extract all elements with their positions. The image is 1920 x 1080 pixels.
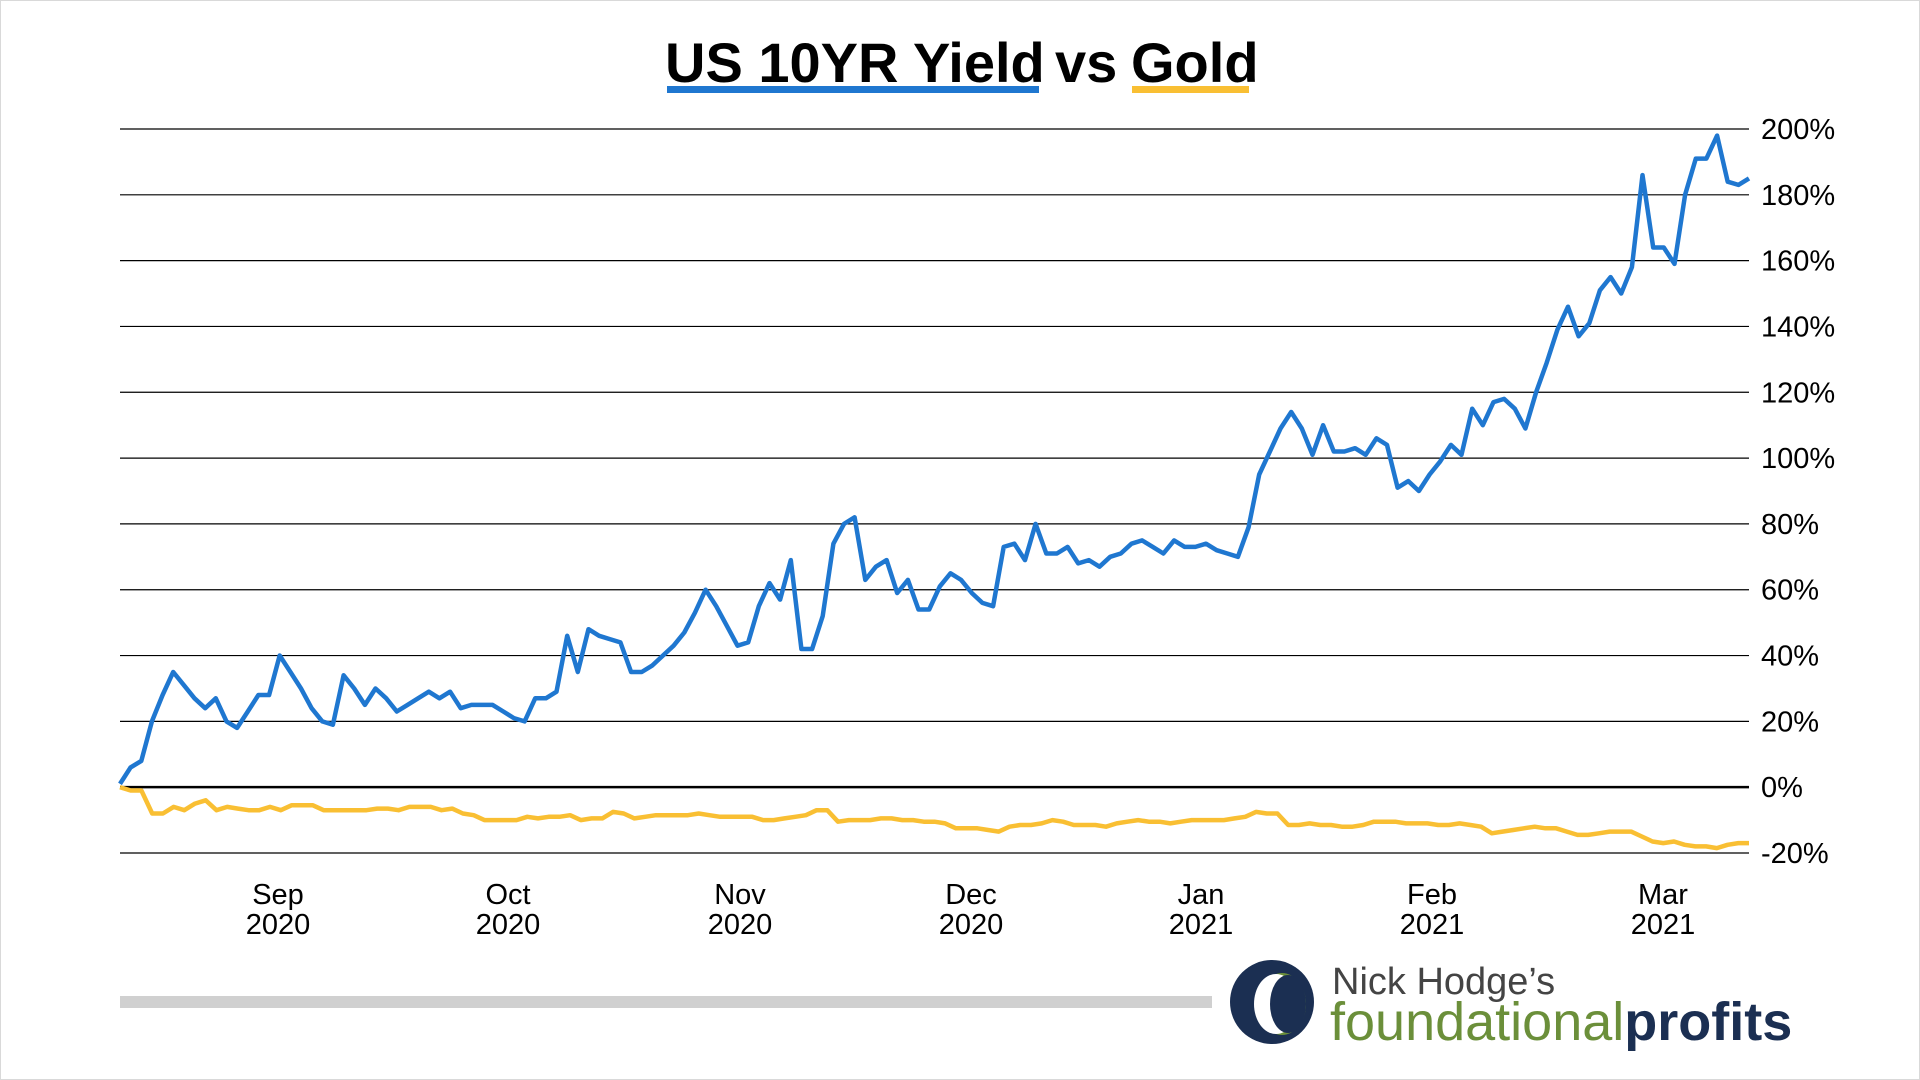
y-tick-label: 140% — [1761, 311, 1835, 343]
y-tick-label: 40% — [1761, 641, 1819, 673]
y-tick-label: 120% — [1761, 377, 1835, 409]
series-line-us-10yr-yield — [118, 133, 1751, 786]
y-tick-label: -20% — [1761, 838, 1829, 870]
x-tick-month: Feb — [1407, 879, 1457, 911]
x-tick-year: 2020 — [939, 909, 1004, 941]
x-tick-year: 2020 — [476, 909, 541, 941]
y-tick-label: 60% — [1761, 575, 1819, 607]
y-tick-label: 100% — [1761, 443, 1835, 475]
title-yield-underline — [667, 86, 1039, 93]
title-vs: vs — [1055, 31, 1117, 94]
title-yield: US 10YR Yield — [665, 31, 1045, 94]
x-axis-ticks: Sep2020Oct2020Nov2020Dec2020Jan2021Feb20… — [246, 879, 1696, 941]
x-tick-month: Mar — [1638, 879, 1688, 911]
y-tick-label: 160% — [1761, 246, 1835, 278]
y-axis-ticks: 200% 180% 160% 140% 120% 100% 80% 60% 40% 20% 0% -2… — [1761, 114, 1835, 870]
logo-line2: foundationalprofits — [1330, 992, 1792, 1052]
x-tick-year: 2020 — [246, 909, 311, 941]
footer-bar — [120, 996, 1212, 1008]
x-tick-year: 2021 — [1631, 909, 1696, 941]
x-tick-year: 2021 — [1400, 909, 1465, 941]
y-tick-label: 200% — [1761, 114, 1835, 146]
x-tick-year: 2020 — [708, 909, 773, 941]
title-gold-underline — [1132, 86, 1249, 93]
x-tick-month: Sep — [252, 879, 304, 911]
series-lines — [118, 133, 1751, 851]
x-tick-year: 2021 — [1169, 909, 1234, 941]
x-tick-month: Nov — [714, 879, 766, 911]
title-gold: Gold — [1131, 31, 1259, 94]
y-tick-label: 20% — [1761, 706, 1819, 738]
x-tick-month: Oct — [485, 879, 530, 911]
series-line-gold — [119, 785, 1749, 851]
y-tick-label: 0% — [1761, 772, 1803, 804]
chart-title: US 10YR Yield vs Gold — [665, 31, 1259, 94]
y-tick-label: 180% — [1761, 180, 1835, 212]
x-tick-month: Jan — [1178, 879, 1225, 911]
grid-lines — [120, 128, 1749, 854]
y-tick-label: 80% — [1761, 509, 1819, 541]
logo-foundational: foundational — [1330, 992, 1624, 1052]
logo: Nick Hodge’s foundationalprofits — [1230, 960, 1792, 1052]
x-tick-month: Dec — [945, 879, 997, 911]
logo-profits: profits — [1624, 992, 1792, 1052]
logo-line1: Nick Hodge’s — [1332, 961, 1555, 1003]
